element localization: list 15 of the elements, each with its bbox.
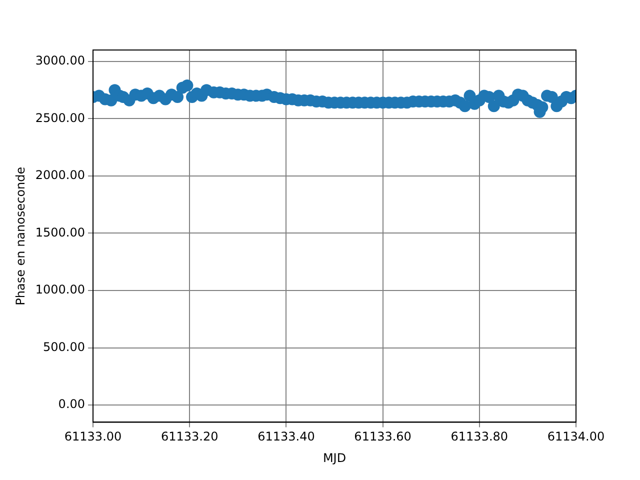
y-tick-label: 1500.00 (35, 225, 86, 240)
x-tick-label: 61133.00 (64, 430, 122, 444)
y-tick-label: 1000.00 (35, 282, 86, 297)
x-tick-label: 61133.80 (450, 430, 508, 444)
x-tick-label: 61133.20 (160, 430, 218, 444)
y-tick-label: 500.00 (43, 340, 86, 354)
y-tick-label: 3000.00 (35, 54, 86, 68)
x-axis-title: MJD (322, 450, 346, 465)
x-tick-label: 61133.40 (258, 430, 315, 444)
y-tick-label: 2000.00 (35, 168, 86, 182)
x-tick-label: 61134.00 (547, 430, 605, 444)
y-tick-label: 0.00 (58, 397, 86, 412)
y-tick-label: 2500.00 (35, 110, 86, 125)
x-tick-label: 61133.60 (354, 430, 412, 444)
y-axis-title: Phase en nanoseconde (13, 166, 28, 306)
